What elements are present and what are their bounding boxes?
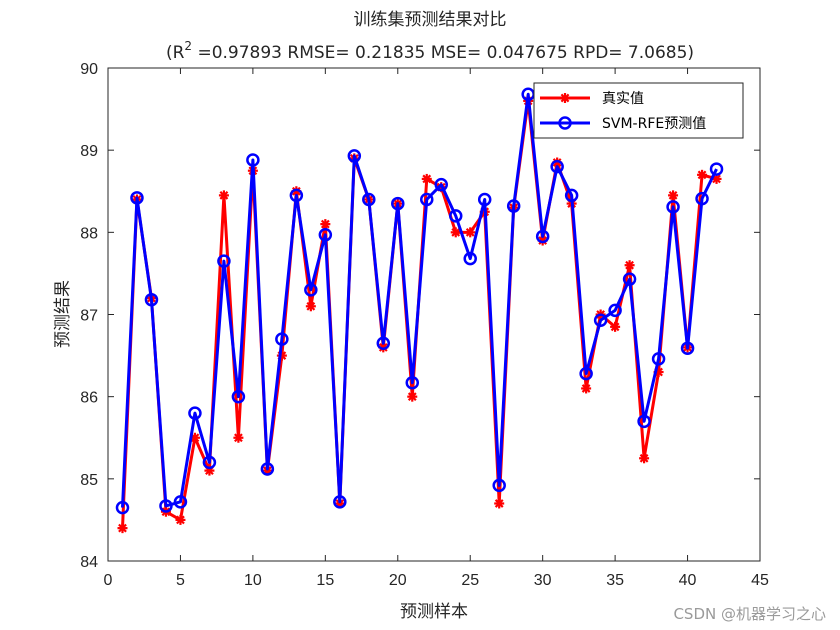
predicted-point <box>448 209 463 223</box>
actual-point <box>697 169 708 180</box>
legend-marker-predicted <box>558 116 572 130</box>
predicted-point <box>304 283 318 297</box>
predicted-point <box>188 406 202 420</box>
predicted-point <box>550 159 564 174</box>
actual-point <box>117 523 128 534</box>
predicted-point <box>144 292 159 307</box>
predicted-point <box>231 389 246 404</box>
predicted-point <box>246 153 260 167</box>
legend-label-predicted: SVM-RFE预测值 <box>602 116 706 132</box>
y-axis-label: 预测结果 <box>53 280 73 348</box>
x-tick-label: 40 <box>679 572 697 589</box>
predicted-point <box>260 462 275 476</box>
legend-label-actual: 真实值 <box>602 91 644 107</box>
predicted-point <box>275 332 289 346</box>
x-tick-label: 30 <box>534 572 552 589</box>
actual-point <box>305 301 316 312</box>
actual-point <box>450 227 461 238</box>
y-tick-label: 88 <box>80 225 98 242</box>
predicted-point <box>420 192 434 207</box>
predicted-point <box>362 192 376 207</box>
legend: 真实值 SVM-RFE预测值 <box>533 82 744 139</box>
y-tick-label: 86 <box>80 390 98 407</box>
actual-point <box>639 453 650 464</box>
predicted-point <box>593 313 608 328</box>
predicted-point <box>695 191 709 206</box>
watermark: CSDN @机器学习之心 <box>673 605 826 623</box>
predicted-point <box>115 500 130 515</box>
predicted-point <box>680 341 695 355</box>
x-tick-label: 15 <box>316 572 334 589</box>
actual-point <box>175 514 186 525</box>
y-tick-label: 89 <box>80 143 98 160</box>
predicted-point <box>289 188 304 203</box>
x-axis-label: 预测样本 <box>400 602 468 622</box>
actual-point <box>407 391 418 402</box>
x-tick-label: 5 <box>176 572 185 589</box>
predicted-point <box>492 478 506 493</box>
chart-subtitle: (R2 =0.97893 RMSE= 0.21835 MSE= 0.047675… <box>166 39 694 63</box>
predicted-point <box>463 251 477 266</box>
predicted-point <box>477 192 492 207</box>
y-axis: 84 85 86 87 88 89 90 <box>80 61 760 571</box>
actual-point <box>624 260 635 271</box>
x-tick-label: 10 <box>244 572 262 589</box>
x-tick-label: 35 <box>606 572 624 589</box>
series-predicted <box>115 87 724 515</box>
predicted-point <box>506 199 521 213</box>
y-tick-label: 84 <box>80 554 98 571</box>
predicted-point <box>405 375 420 390</box>
predicted-point <box>391 196 405 211</box>
predicted-point <box>159 499 173 513</box>
actual-point <box>581 383 592 394</box>
legend-star <box>560 93 570 103</box>
actual-point <box>233 432 244 443</box>
chart-title: 训练集预测结果对比 <box>354 10 507 30</box>
actual-point <box>465 227 476 238</box>
predicted-point <box>709 162 724 176</box>
predicted-point <box>564 188 579 203</box>
predicted-point <box>376 336 391 351</box>
predicted-point <box>130 191 144 205</box>
actual-point <box>494 498 505 509</box>
actual-point <box>320 219 331 230</box>
actual-point <box>610 321 621 332</box>
predicted-point <box>347 149 362 163</box>
predicted-point <box>651 352 666 366</box>
predicted-point <box>579 366 593 381</box>
x-tick-label: 0 <box>104 572 113 589</box>
predicted-point <box>622 272 637 286</box>
predicted-point <box>608 303 622 318</box>
predicted-point <box>173 495 188 509</box>
actual-point <box>421 173 432 184</box>
y-tick-label: 87 <box>80 308 98 325</box>
predicted-point <box>535 229 550 244</box>
x-tick-label: 25 <box>461 572 479 589</box>
series-layer <box>115 87 724 534</box>
predicted-point <box>637 414 651 429</box>
actual-point <box>218 190 229 201</box>
x-tick-label: 45 <box>751 572 769 589</box>
predicted-point <box>217 254 231 268</box>
actual-point <box>668 190 679 201</box>
predicted-point <box>318 228 333 242</box>
y-tick-label: 90 <box>80 61 98 78</box>
x-tick-label: 20 <box>389 572 407 589</box>
predicted-point <box>434 177 448 192</box>
predicted-point <box>202 455 217 470</box>
legend-marker-actual <box>560 93 570 103</box>
predicted-point <box>333 495 347 509</box>
legend-box <box>533 82 744 139</box>
y-tick-label: 85 <box>80 472 98 489</box>
predicted-point <box>666 200 680 214</box>
x-axis: 0 5 10 15 20 25 30 35 40 45 <box>104 68 769 589</box>
